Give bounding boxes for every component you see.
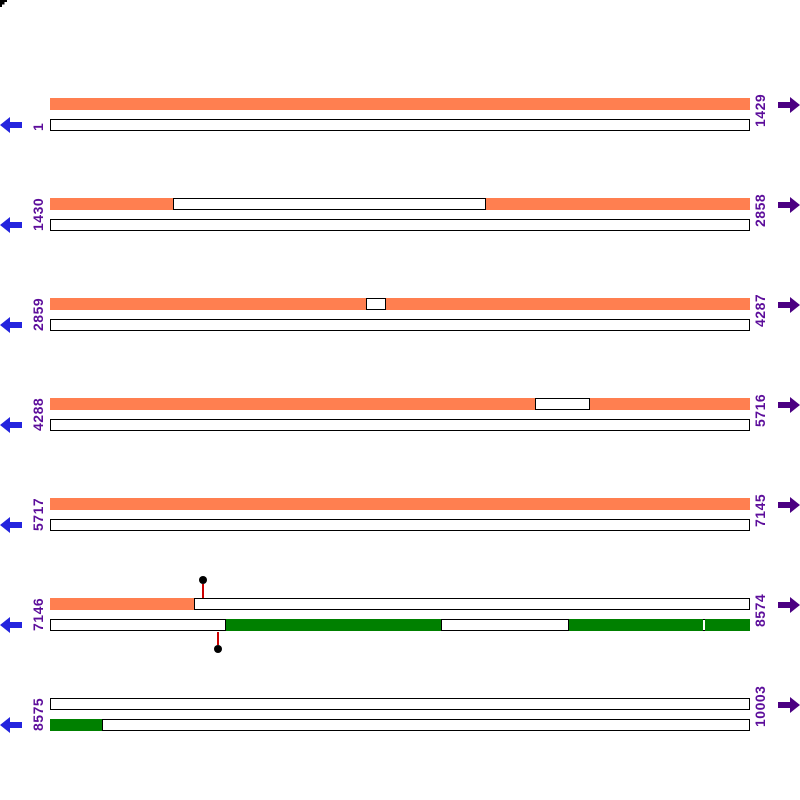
scroll-left-arrow[interactable] <box>0 717 22 733</box>
marker-stem <box>202 584 204 598</box>
feature-segment[interactable] <box>590 398 750 410</box>
lane-outline <box>50 619 226 631</box>
row-end-coordinate: 8574 <box>752 593 768 627</box>
scroll-right-arrow[interactable] <box>778 197 800 213</box>
scroll-left-arrow[interactable] <box>0 417 22 433</box>
row-start-coordinate: 8575 <box>30 697 46 731</box>
reverse-strand-lane <box>50 419 750 431</box>
reverse-strand-lane <box>50 119 750 131</box>
forward-strand-lane <box>50 298 750 310</box>
row-end-coordinate: 5716 <box>752 393 768 427</box>
row-start-coordinate: 4288 <box>30 397 46 431</box>
scroll-right-arrow[interactable] <box>778 697 800 713</box>
row-end-coordinate: 1429 <box>752 93 768 127</box>
scroll-right-arrow[interactable] <box>778 397 800 413</box>
feature-segment[interactable] <box>569 619 750 631</box>
lane-outline <box>173 198 486 210</box>
row-end-coordinate: 10003 <box>752 685 768 727</box>
forward-strand-lane <box>50 498 750 510</box>
feature-segment[interactable] <box>226 619 441 631</box>
row-start-coordinate: 1430 <box>30 197 46 231</box>
lane-outline <box>50 319 750 331</box>
feature-segment[interactable] <box>50 719 102 731</box>
scroll-left-arrow[interactable] <box>0 117 22 133</box>
reverse-strand-lane <box>50 519 750 531</box>
scroll-left-arrow[interactable] <box>0 617 22 633</box>
feature-segment[interactable] <box>50 298 366 310</box>
forward-strand-lane <box>50 698 750 710</box>
marker-stem <box>217 632 219 645</box>
lane-outline <box>50 519 750 531</box>
scroll-left-arrow[interactable] <box>0 517 22 533</box>
feature-segment[interactable] <box>50 98 750 110</box>
row-end-coordinate: 2858 <box>752 193 768 227</box>
scroll-left-arrow[interactable] <box>0 317 22 333</box>
reverse-strand-lane <box>50 219 750 231</box>
lollipop-marker-dot[interactable] <box>199 576 207 584</box>
reverse-strand-lane <box>50 619 750 631</box>
forward-strand-lane <box>50 598 750 610</box>
feature-segment[interactable] <box>486 198 750 210</box>
reverse-strand-lane <box>50 719 750 731</box>
lane-outline <box>50 219 750 231</box>
row-start-coordinate: 5717 <box>30 497 46 531</box>
feature-segment[interactable] <box>50 198 173 210</box>
lane-outline <box>441 619 569 631</box>
feature-segment[interactable] <box>50 498 750 510</box>
row-end-coordinate: 7145 <box>752 493 768 527</box>
lane-outline <box>535 398 590 410</box>
forward-strand-lane <box>50 198 750 210</box>
scroll-right-arrow[interactable] <box>778 497 800 513</box>
lollipop-marker-dot[interactable] <box>214 645 222 653</box>
feature-gap-slit <box>703 619 705 631</box>
row-end-coordinate: 4287 <box>752 293 768 327</box>
forward-strand-lane <box>50 398 750 410</box>
corner-artifact-icon <box>0 0 7 7</box>
lane-outline <box>366 298 386 310</box>
feature-segment[interactable] <box>50 398 535 410</box>
scroll-right-arrow[interactable] <box>778 97 800 113</box>
feature-segment[interactable] <box>50 598 194 610</box>
feature-segment[interactable] <box>386 298 750 310</box>
reverse-strand-lane <box>50 319 750 331</box>
row-start-coordinate: 2859 <box>30 297 46 331</box>
scroll-right-arrow[interactable] <box>778 297 800 313</box>
row-start-coordinate: 7146 <box>30 597 46 631</box>
lane-outline <box>50 419 750 431</box>
lane-outline <box>102 719 750 731</box>
lane-outline <box>50 698 750 710</box>
forward-strand-lane <box>50 98 750 110</box>
scroll-left-arrow[interactable] <box>0 217 22 233</box>
lane-outline <box>194 598 750 610</box>
scroll-right-arrow[interactable] <box>778 597 800 613</box>
row-start-coordinate: 1 <box>30 122 46 131</box>
lane-outline <box>50 119 750 131</box>
